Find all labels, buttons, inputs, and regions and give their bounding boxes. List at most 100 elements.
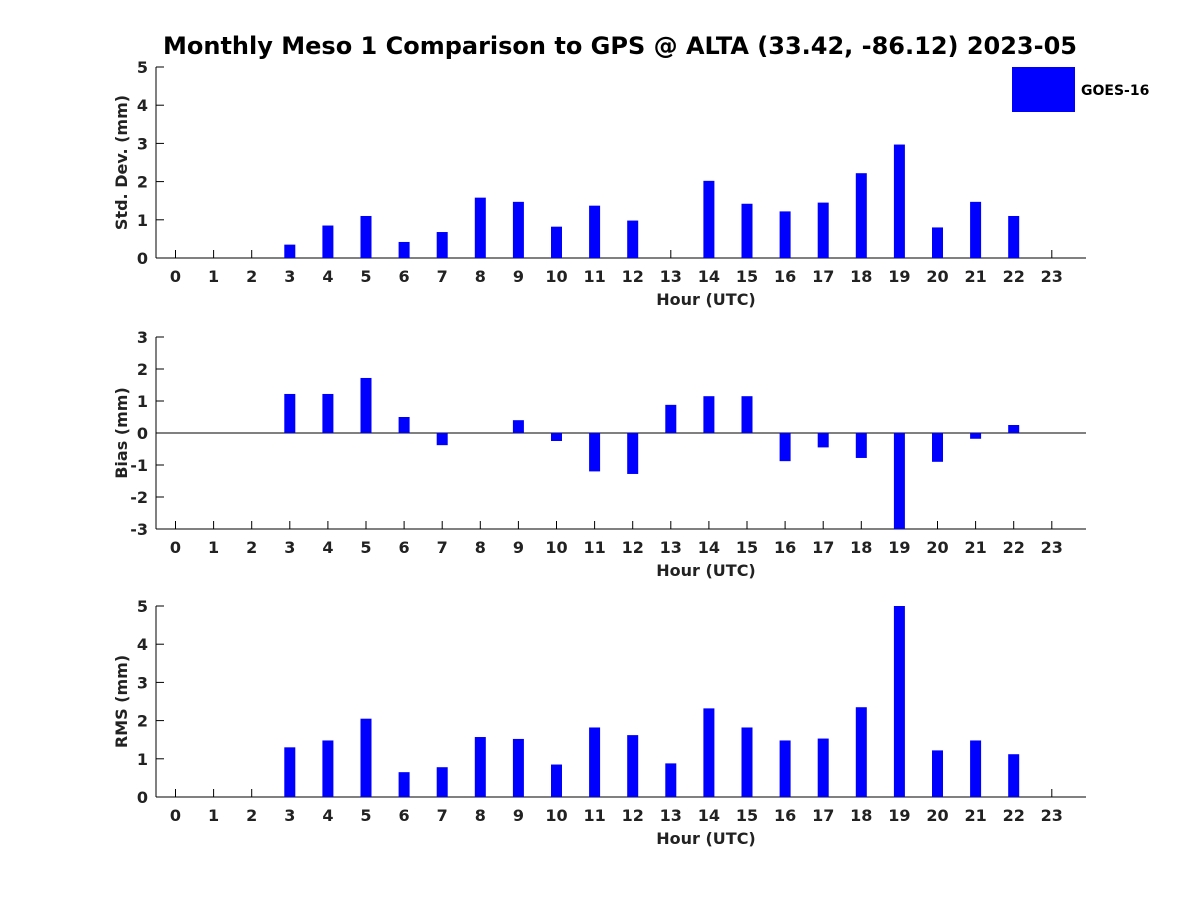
bar-hour-19	[893, 433, 905, 529]
y-tick-label: 2	[137, 712, 148, 731]
x-tick-label: 8	[475, 267, 486, 286]
y-tick-label: -3	[130, 520, 148, 539]
bar-hour-8	[474, 197, 486, 258]
x-tick-label: 1	[208, 538, 219, 557]
x-tick-label: 6	[399, 538, 410, 557]
y-tick-label: 1	[137, 750, 148, 769]
x-tick-label: 11	[583, 806, 605, 825]
bar-hour-6	[398, 417, 410, 433]
bar-hour-18	[855, 173, 867, 258]
x-tick-label: 0	[170, 538, 181, 557]
y-tick-label: 1	[137, 211, 148, 230]
x-tick-label: 5	[360, 538, 371, 557]
x-tick-label: 10	[545, 267, 567, 286]
y-tick-label: 5	[137, 597, 148, 616]
bar-hour-8	[474, 737, 486, 797]
bar-hour-20	[932, 750, 943, 797]
y-tick-label: 4	[137, 635, 148, 654]
bar-hour-12	[627, 220, 639, 258]
bar-hour-10	[551, 764, 562, 797]
bar-hour-17	[817, 202, 829, 258]
x-tick-label: 3	[284, 806, 295, 825]
x-tick-label: 15	[736, 538, 758, 557]
x-tick-label: 22	[1003, 267, 1025, 286]
x-tick-label: 4	[322, 267, 333, 286]
bar-hour-15	[741, 396, 753, 433]
bar-hour-11	[589, 727, 601, 797]
bar-hour-5	[360, 718, 372, 797]
bar-hour-10	[551, 226, 562, 258]
y-tick-label: -2	[130, 488, 148, 507]
bar-hour-11	[589, 433, 601, 472]
x-tick-label: 9	[513, 538, 524, 557]
x-tick-label: 2	[246, 267, 257, 286]
x-tick-label: 4	[322, 806, 333, 825]
bar-hour-4	[322, 393, 334, 433]
x-tick-label: 17	[812, 267, 834, 286]
x-tick-label: 6	[399, 806, 410, 825]
bar-hour-9	[512, 420, 524, 433]
bar-hour-15	[741, 727, 753, 797]
x-tick-label: 22	[1003, 538, 1025, 557]
y-tick-label: 4	[137, 96, 148, 115]
x-tick-label: 6	[399, 267, 410, 286]
y-tick-label: 3	[137, 673, 148, 692]
x-tick-label: 18	[850, 267, 872, 286]
x-tick-label: 19	[888, 267, 910, 286]
bar-hour-4	[322, 225, 334, 258]
x-tick-label: 9	[513, 267, 524, 286]
x-tick-label: 23	[1041, 806, 1063, 825]
x-tick-label: 19	[888, 538, 910, 557]
bar-hour-3	[284, 393, 296, 433]
x-tick-label: 13	[660, 538, 682, 557]
bar-hour-13	[665, 404, 677, 433]
bar-hour-6	[398, 241, 410, 258]
bar-hour-22	[1008, 425, 1020, 433]
bar-hour-12	[627, 735, 639, 797]
x-tick-label: 11	[583, 538, 605, 557]
bar-hour-15	[741, 203, 753, 258]
y-tick-label: 3	[137, 134, 148, 153]
x-tick-label: 11	[583, 267, 605, 286]
bar-hour-22	[1008, 215, 1020, 258]
x-axis-title: Hour (UTC)	[656, 290, 756, 309]
bar-hour-7	[436, 767, 448, 797]
bar-hour-7	[436, 433, 448, 446]
x-tick-label: 19	[888, 806, 910, 825]
bar-hour-20	[932, 227, 943, 258]
bar-hour-18	[855, 433, 867, 458]
bar-hour-16	[779, 211, 791, 258]
bar-hour-21	[970, 433, 982, 439]
x-tick-label: 21	[964, 538, 986, 557]
x-axis-title: Hour (UTC)	[656, 561, 756, 580]
x-tick-label: 2	[246, 806, 257, 825]
x-tick-label: 13	[660, 267, 682, 286]
x-tick-label: 17	[812, 538, 834, 557]
x-tick-label: 2	[246, 538, 257, 557]
x-tick-label: 21	[964, 267, 986, 286]
legend-swatch	[1012, 67, 1075, 112]
x-tick-label: 7	[437, 806, 448, 825]
bar-hour-20	[932, 433, 943, 462]
bar-hour-10	[551, 433, 562, 441]
y-axis-title: Bias (mm)	[112, 387, 131, 479]
x-tick-label: 17	[812, 806, 834, 825]
bar-hour-9	[512, 738, 524, 797]
bar-hour-18	[855, 707, 867, 797]
bar-hour-13	[665, 763, 677, 797]
x-tick-label: 16	[774, 538, 796, 557]
x-tick-label: 5	[360, 267, 371, 286]
x-tick-label: 1	[208, 806, 219, 825]
x-tick-label: 20	[926, 538, 948, 557]
y-tick-label: 2	[137, 173, 148, 192]
x-tick-label: 1	[208, 267, 219, 286]
bar-hour-6	[398, 772, 410, 797]
x-tick-label: 20	[926, 267, 948, 286]
chart-title: Monthly Meso 1 Comparison to GPS @ ALTA …	[163, 32, 1077, 60]
bar-hour-3	[284, 747, 296, 797]
x-tick-label: 10	[545, 538, 567, 557]
